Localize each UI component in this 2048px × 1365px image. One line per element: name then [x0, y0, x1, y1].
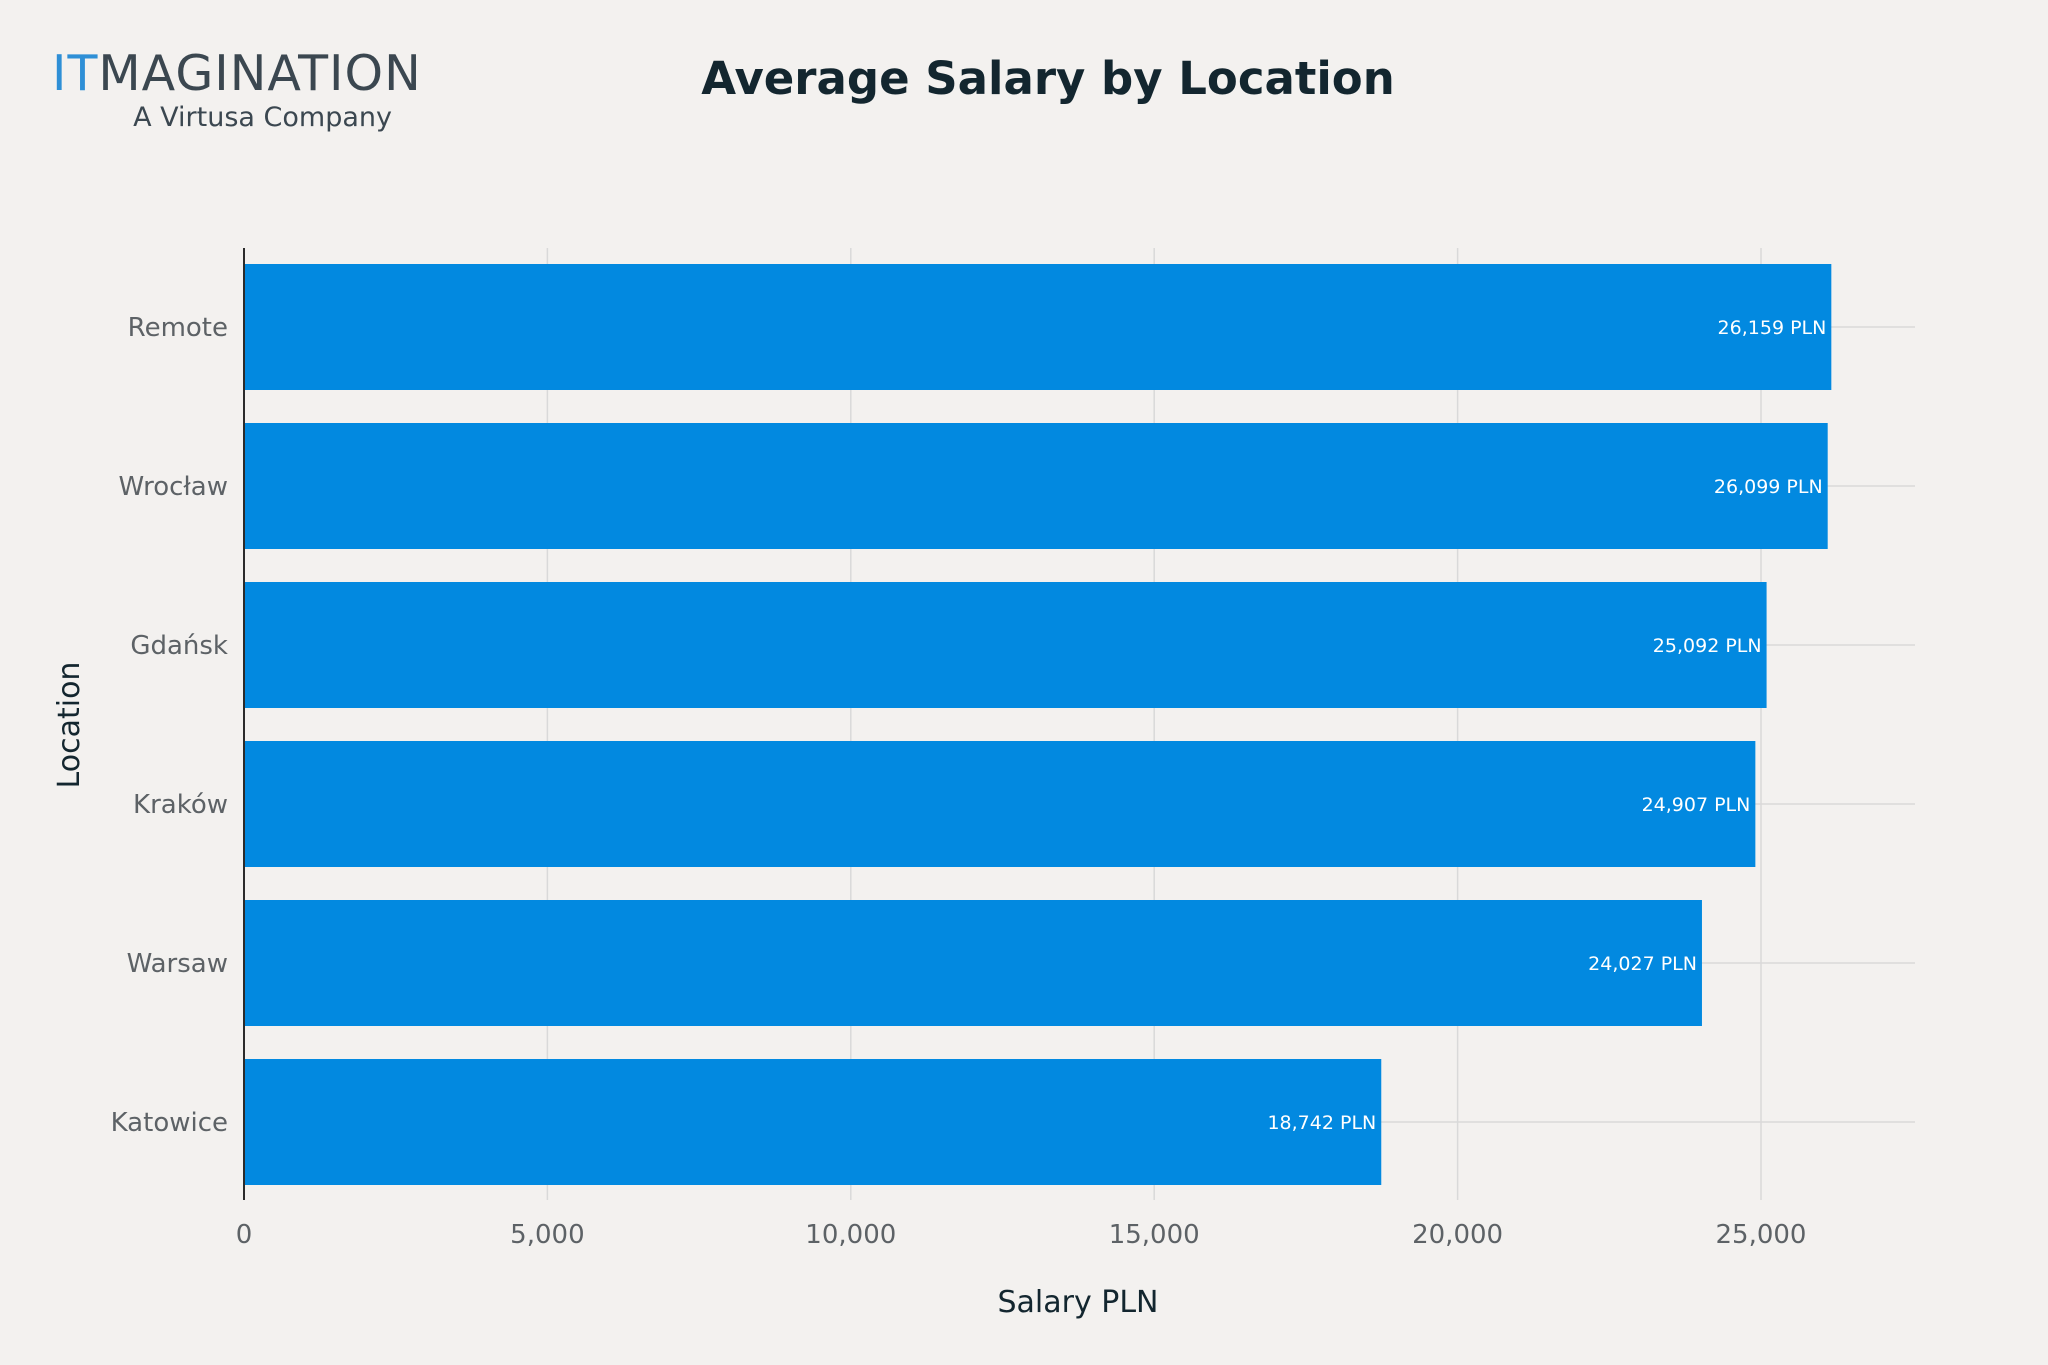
bar-value-label: 24,027 PLN — [1588, 953, 1697, 975]
y-tick-label: Kraków — [133, 790, 228, 820]
x-tick-label: 10,000 — [805, 1220, 896, 1250]
logo-wordmark-rest: MAGINATION — [98, 45, 422, 102]
bars — [244, 264, 1832, 1185]
axes: 0 5,000 10,000 15,000 20,000 25,000 Remote Wroc… — [111, 248, 1807, 1250]
grid-lines — [244, 248, 1915, 1200]
bar — [244, 900, 1702, 1026]
bar — [244, 264, 1832, 390]
logo-wordmark-accent: IT — [52, 45, 99, 102]
bar-value-label: 26,159 PLN — [1718, 317, 1827, 339]
x-tick-label: 20,000 — [1412, 1220, 1503, 1250]
y-tick-label: Warsaw — [127, 949, 228, 979]
y-axis-title: Location — [52, 662, 87, 789]
x-tick-label: 25,000 — [1716, 1220, 1807, 1250]
logo-tagline: A Virtusa Company — [133, 102, 392, 133]
y-tick-label: Remote — [128, 313, 228, 343]
bar — [244, 1059, 1382, 1185]
x-tick-label: 5,000 — [510, 1220, 584, 1250]
bar — [244, 582, 1767, 708]
bar-value-label: 26,099 PLN — [1714, 476, 1823, 498]
company-logo: ITMAGINATION A Virtusa Company — [52, 46, 421, 136]
logo-wordmark: ITMAGINATION — [52, 46, 422, 102]
x-tick-label: 0 — [236, 1220, 253, 1250]
bar-value-label: 25,092 PLN — [1653, 635, 1762, 657]
bar — [244, 741, 1756, 867]
bar-value-label: 24,907 PLN — [1642, 794, 1751, 816]
y-tick-label: Gdańsk — [130, 631, 228, 661]
data-labels: 26,159 PLN 26,099 PLN 25,092 PLN 24,907 PLN… — [1267, 317, 1826, 1134]
chart-title: Average Salary by Location — [701, 52, 1395, 105]
y-tick-label: Katowice — [111, 1108, 228, 1138]
x-axis-title: Salary PLN — [997, 1285, 1158, 1320]
bar-value-label: 18,742 PLN — [1267, 1112, 1376, 1134]
y-tick-label: Wrocław — [119, 472, 228, 502]
x-tick-label: 15,000 — [1109, 1220, 1200, 1250]
bar — [244, 423, 1828, 549]
